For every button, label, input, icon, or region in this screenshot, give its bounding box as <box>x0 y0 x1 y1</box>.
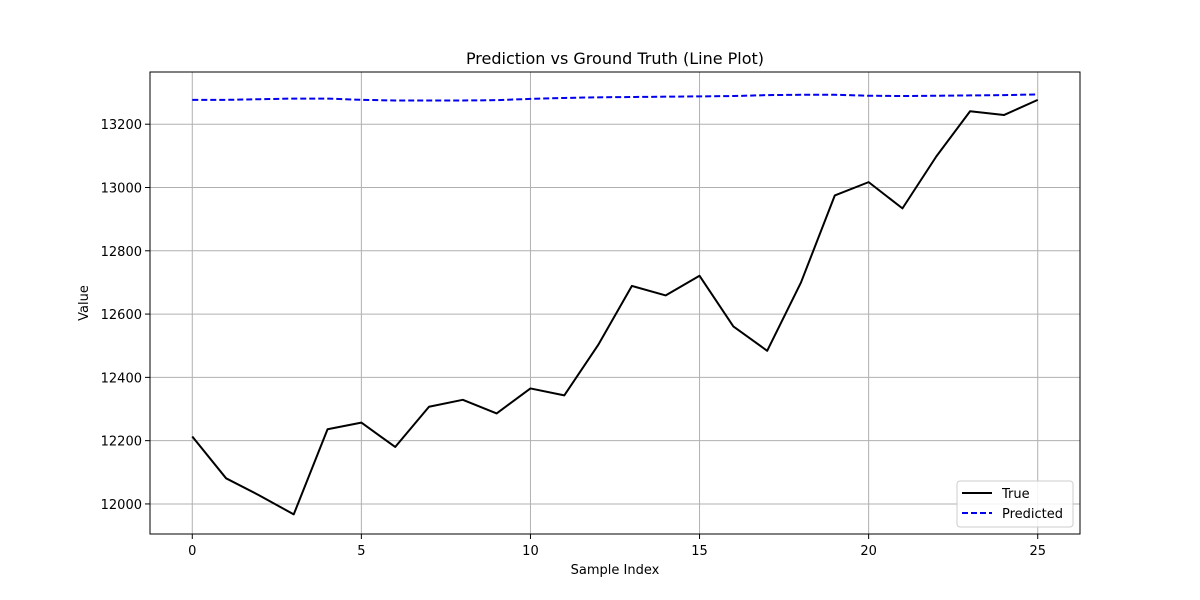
data-point-true <box>597 344 599 346</box>
data-point-true <box>665 294 667 296</box>
data-point-true <box>293 513 295 515</box>
x-tick-label: 25 <box>1029 544 1046 559</box>
data-point-predicted <box>732 95 734 97</box>
data-point-true <box>935 155 937 157</box>
data-point-true <box>901 207 903 209</box>
data-point-predicted <box>496 99 498 101</box>
legend: True Predicted <box>956 480 1074 528</box>
data-point-predicted <box>1003 94 1005 96</box>
plot-frame <box>149 71 1081 535</box>
data-point-predicted <box>191 99 193 101</box>
series-layer <box>191 93 1039 516</box>
data-point-predicted <box>665 96 667 98</box>
data-point-true <box>766 350 768 352</box>
data-point-predicted <box>969 94 971 96</box>
x-tick-label: 0 <box>188 544 196 559</box>
data-point-predicted <box>360 99 362 101</box>
data-point-predicted <box>834 94 836 96</box>
x-tick-label: 20 <box>860 544 877 559</box>
data-point-predicted <box>394 99 396 101</box>
data-point-true <box>699 275 701 277</box>
data-point-true <box>225 477 227 479</box>
data-point-true <box>868 181 870 183</box>
data-point-true <box>563 394 565 396</box>
data-point-true <box>259 495 261 497</box>
data-point-true <box>969 110 971 112</box>
chart-title: Prediction vs Ground Truth (Line Plot) <box>466 49 764 68</box>
legend-true-label: True <box>1001 487 1030 502</box>
series-line-true <box>191 98 1039 516</box>
y-tick-label: 12400 <box>101 371 142 386</box>
series-line-predicted <box>192 93 1038 102</box>
x-tick-label: 15 <box>691 544 708 559</box>
data-point-true <box>394 446 396 448</box>
data-point-true <box>1003 114 1005 116</box>
data-point-true <box>732 325 734 327</box>
data-point-predicted <box>462 99 464 101</box>
data-point-true <box>529 387 531 389</box>
data-point-predicted <box>766 94 768 96</box>
x-tick-label: 10 <box>522 544 539 559</box>
y-axis-label: Value <box>77 285 92 321</box>
data-point-predicted <box>293 98 295 100</box>
data-point-predicted <box>901 95 903 97</box>
data-point-predicted <box>1037 93 1039 95</box>
data-point-true <box>800 281 802 283</box>
data-point-predicted <box>428 99 430 101</box>
data-point-true <box>428 406 430 408</box>
data-point-true <box>327 428 329 430</box>
y-tick-label: 13200 <box>101 118 142 133</box>
grid <box>150 72 1080 534</box>
data-point-predicted <box>225 99 227 101</box>
data-point-predicted <box>699 95 701 97</box>
y-tick-label: 12800 <box>101 245 142 260</box>
data-point-predicted <box>563 97 565 99</box>
data-point-predicted <box>935 95 937 97</box>
data-point-true <box>496 412 498 414</box>
data-point-predicted <box>597 96 599 98</box>
x-tick-label: 5 <box>357 544 365 559</box>
data-point-predicted <box>259 98 261 100</box>
data-point-true <box>191 436 193 438</box>
data-point-predicted <box>529 98 531 100</box>
x-axis-label: Sample Index <box>571 563 660 578</box>
data-point-predicted <box>327 98 329 100</box>
y-tick-label: 12000 <box>101 498 142 513</box>
y-tick-label: 13000 <box>101 182 142 197</box>
legend-predicted-label: Predicted <box>1002 507 1063 522</box>
y-tick-label: 12200 <box>101 435 142 450</box>
data-point-true <box>1037 99 1039 101</box>
data-point-true <box>360 422 362 424</box>
data-point-predicted <box>631 96 633 98</box>
data-point-true <box>834 194 836 196</box>
data-point-predicted <box>868 95 870 97</box>
y-tick-label: 12600 <box>101 308 142 323</box>
data-point-true <box>631 285 633 287</box>
data-point-true <box>462 399 464 401</box>
axis-ticks: 0 5 10 15 20 25 12000 12200 12400 12600 12800 13000… <box>101 118 1046 559</box>
data-point-predicted <box>800 94 802 96</box>
